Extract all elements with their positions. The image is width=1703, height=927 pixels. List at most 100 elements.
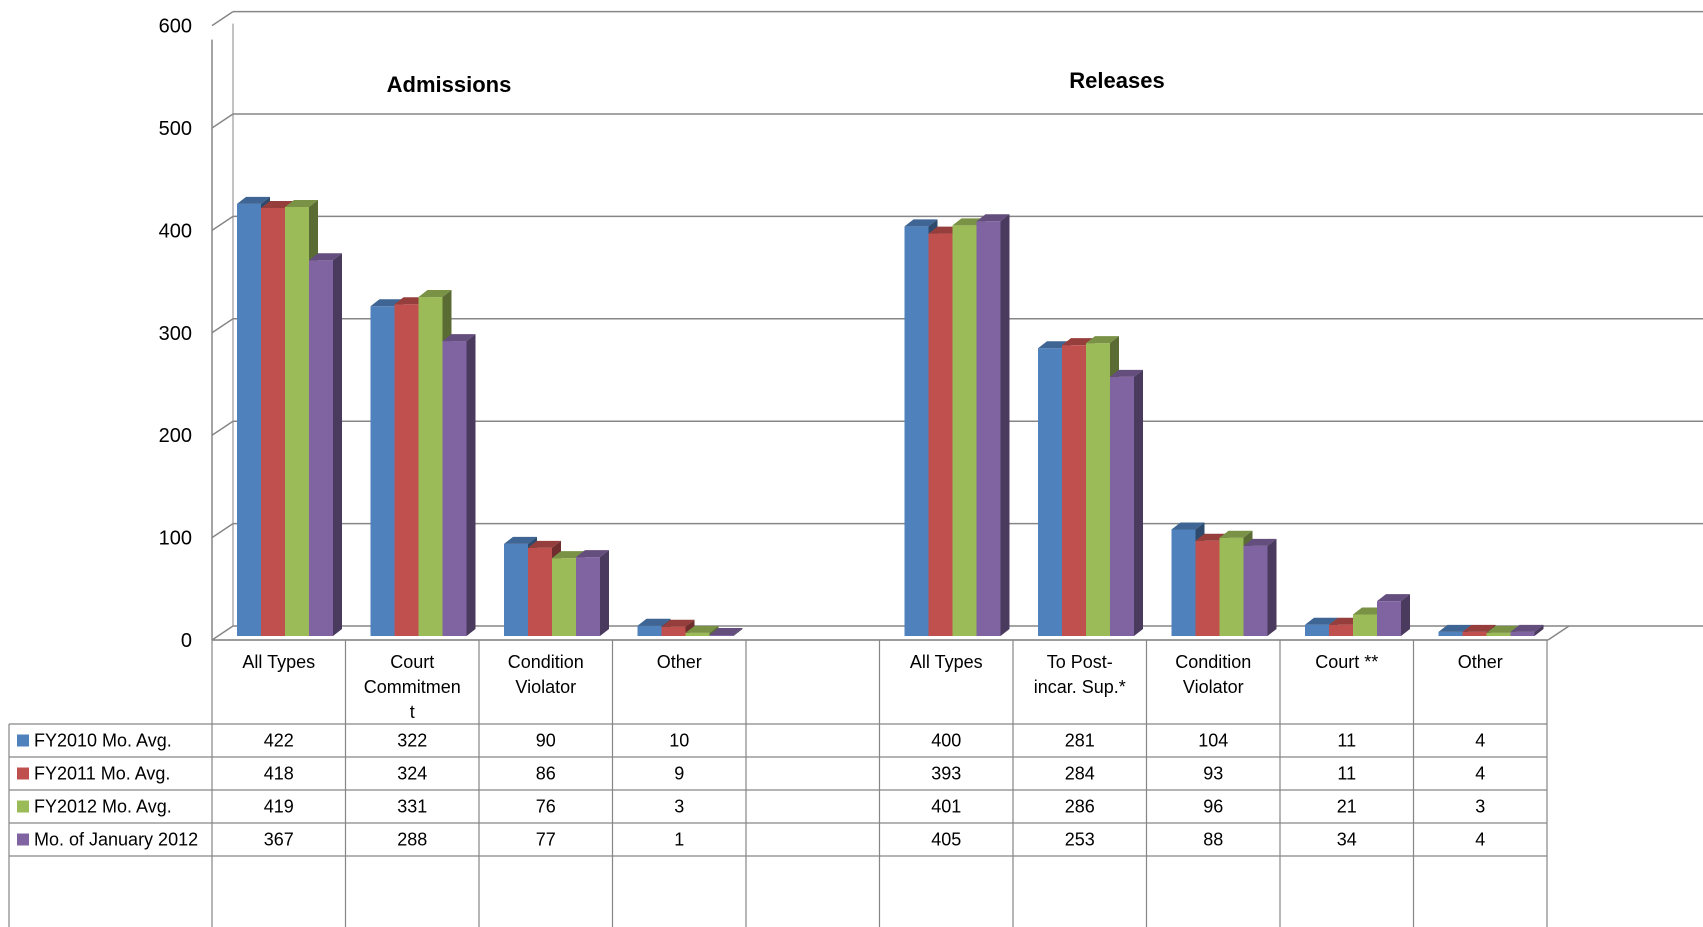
gridline-diagonal [211, 10, 234, 27]
bar [1377, 594, 1410, 636]
legend-label: FY2010 Mo. Avg. [34, 731, 172, 751]
category-label: Other [657, 652, 702, 672]
bar-front [1353, 614, 1377, 636]
table-cell-value: 77 [536, 830, 556, 850]
bar-top [904, 219, 938, 227]
bar-front [285, 206, 309, 636]
category-label: All Types [242, 652, 315, 672]
y-tick-label: 400 [159, 220, 192, 242]
bar-front [1038, 348, 1062, 636]
table-cell-value: 284 [1065, 764, 1095, 784]
bar-top [418, 290, 452, 298]
bar-top [661, 619, 695, 627]
y-tick-label: 500 [159, 118, 192, 140]
table-cell-value: 4 [1475, 764, 1485, 784]
y-axis-ticks: 0 100 200 300 400 500 600 [159, 16, 192, 652]
bar-front [1438, 631, 1463, 636]
bar-top [709, 627, 743, 635]
table-cell-value: 76 [536, 797, 556, 817]
table-cell-value: 34 [1337, 830, 1357, 850]
bar-front [528, 547, 552, 636]
bar-front [1086, 343, 1110, 636]
table-cell-value: 367 [264, 830, 294, 850]
table-cell-value: 10 [669, 731, 689, 751]
table-cell-value: 11 [1337, 764, 1356, 784]
table-cell-value: 331 [397, 797, 427, 817]
bar-side [600, 550, 609, 636]
bar-front [576, 557, 600, 636]
category-label: Condition [1175, 652, 1251, 672]
bar-top [1086, 336, 1119, 344]
gridline-diagonal [211, 113, 234, 129]
bar [976, 214, 1010, 636]
bar-top [976, 214, 1010, 222]
bar-top [1438, 624, 1472, 632]
category-label: Court [390, 652, 434, 672]
legend-label: FY2011 Mo. Avg. [34, 764, 170, 784]
table-cell-value: 401 [931, 797, 961, 817]
bar-front [261, 207, 285, 636]
bar-side [1534, 624, 1544, 636]
table-cell-value: 405 [931, 830, 961, 850]
category-label: Violator [1183, 677, 1244, 697]
table-cell-value: 419 [264, 797, 294, 817]
data-table: All Types Court Commitmen t Condition Violato… [8, 639, 1548, 927]
table-cell-value: 4 [1475, 731, 1485, 751]
table-cell-value: 93 [1203, 764, 1223, 784]
category-label: Court ** [1315, 652, 1378, 672]
table-cell-value: 3 [1475, 797, 1485, 817]
bar-front [442, 341, 467, 636]
category-label: t [410, 702, 415, 722]
group-titles: Admissions Releases [387, 68, 1165, 97]
category-label: Condition [508, 652, 584, 672]
bar-top [261, 200, 294, 208]
bar [1510, 624, 1544, 636]
bar-top [1171, 522, 1205, 530]
bar-top [1219, 530, 1253, 538]
gridline-diagonal [211, 215, 234, 232]
bar-front [309, 260, 333, 636]
bar [709, 627, 743, 636]
category-label: To Post- [1047, 652, 1113, 672]
bar-top [1510, 624, 1544, 632]
bar-top [528, 540, 561, 548]
bar-front [1219, 537, 1244, 636]
bar-top [1462, 624, 1496, 632]
category-label: incar. Sup.* [1034, 677, 1126, 697]
category-label: Violator [515, 677, 576, 697]
bar-front [370, 306, 395, 636]
table-cell-value: 90 [536, 731, 556, 751]
table-cell-value: 4 [1475, 830, 1485, 850]
bar-side [733, 627, 743, 636]
table-cell-value: 288 [397, 830, 427, 850]
table-cell-value: 253 [1065, 830, 1095, 850]
bar-top [309, 253, 342, 261]
floor-right-edge [1547, 625, 1570, 641]
table-cell-value: 400 [931, 731, 961, 751]
table-cell-value: 322 [397, 731, 427, 751]
table-cell-value: 11 [1337, 731, 1356, 751]
bar-front [1377, 601, 1401, 636]
bar-top [576, 550, 609, 558]
bar-top [1110, 369, 1143, 377]
gridline-diagonal [211, 625, 234, 641]
bar-side [1401, 594, 1410, 636]
bar-front [709, 634, 734, 636]
gridline-diagonal [211, 318, 234, 334]
bar-front [1305, 624, 1329, 636]
table-cell-value: 9 [674, 764, 684, 784]
bar-front [504, 543, 528, 636]
table-cell-value: 393 [931, 764, 961, 784]
table-cell-value: 1 [674, 830, 684, 850]
bars [237, 196, 1544, 636]
bar-top [1243, 538, 1277, 546]
y-tick-label: 200 [159, 425, 192, 447]
bar [576, 550, 609, 636]
table-cell-value: 21 [1337, 797, 1357, 817]
bar [1243, 538, 1277, 636]
table-cell-value: 96 [1203, 797, 1223, 817]
gridline-diagonal [211, 420, 234, 436]
bar-front [685, 632, 710, 636]
y-tick-label: 100 [159, 528, 192, 550]
